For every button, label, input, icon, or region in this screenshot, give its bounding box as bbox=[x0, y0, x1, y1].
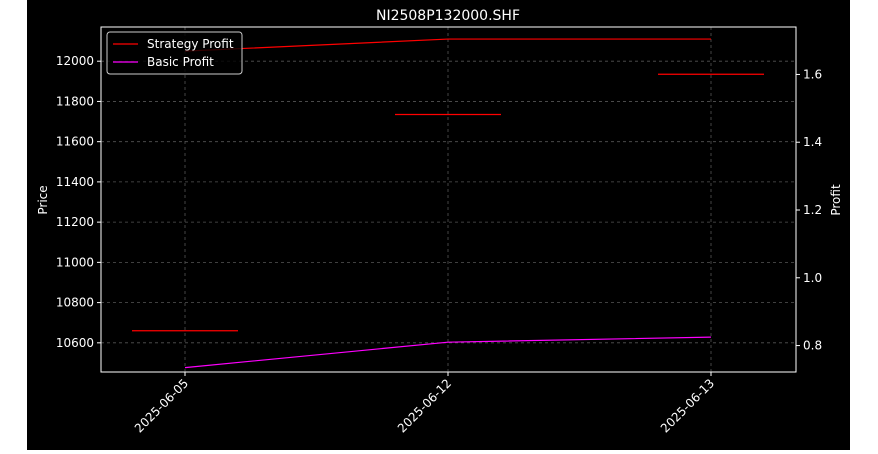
x-tick-label: 2025-06-05 bbox=[132, 376, 191, 435]
chart-canvas: 10600 10800 11000 11200 11400 11600 11800 12000… bbox=[27, 0, 850, 450]
series-line-strategy-profit bbox=[184, 38, 711, 52]
legend: Strategy Profit Basic Profit bbox=[106, 31, 243, 75]
legend-label-strategy: Strategy Profit bbox=[147, 37, 234, 51]
plot-frame bbox=[100, 26, 797, 373]
y-left-tick-label: 11800 bbox=[56, 94, 94, 108]
y-axis-left-label: Price bbox=[36, 185, 50, 214]
x-tick-label: 2025-06-13 bbox=[658, 376, 717, 435]
y-right-tick-label: 1.4 bbox=[803, 135, 822, 149]
series-lines bbox=[184, 38, 712, 369]
x-tick-label: 2025-06-12 bbox=[395, 376, 454, 435]
y-left-tick-label: 11400 bbox=[56, 175, 94, 189]
legend-label-basic: Basic Profit bbox=[147, 55, 214, 69]
y-right-tick-label: 1.2 bbox=[803, 203, 822, 217]
y-left-tick-label: 12000 bbox=[56, 54, 94, 68]
y-axis-right-label: Profit bbox=[829, 184, 843, 216]
y-left-tick-label: 10800 bbox=[56, 296, 94, 310]
axes: 10600 10800 11000 11200 11400 11600 11800 12000… bbox=[56, 54, 822, 435]
grid-lines bbox=[101, 27, 796, 372]
chart-title: NI2508P132000.SHF bbox=[376, 8, 520, 24]
y-left-tick-label: 11000 bbox=[56, 255, 94, 269]
legend-box bbox=[106, 31, 243, 75]
series-line-basic-profit bbox=[184, 336, 712, 369]
y-right-tick-label: 0.8 bbox=[803, 339, 822, 353]
y-left-tick-label: 10600 bbox=[56, 336, 94, 350]
chart-svg: 10600 10800 11000 11200 11400 11600 11800 12000… bbox=[36, 8, 843, 435]
y-right-tick-label: 1.6 bbox=[803, 67, 822, 81]
y-left-tick-label: 11200 bbox=[56, 215, 94, 229]
price-markers bbox=[132, 73, 764, 332]
y-right-tick-label: 1.0 bbox=[803, 271, 822, 285]
y-left-tick-label: 11600 bbox=[56, 135, 94, 149]
